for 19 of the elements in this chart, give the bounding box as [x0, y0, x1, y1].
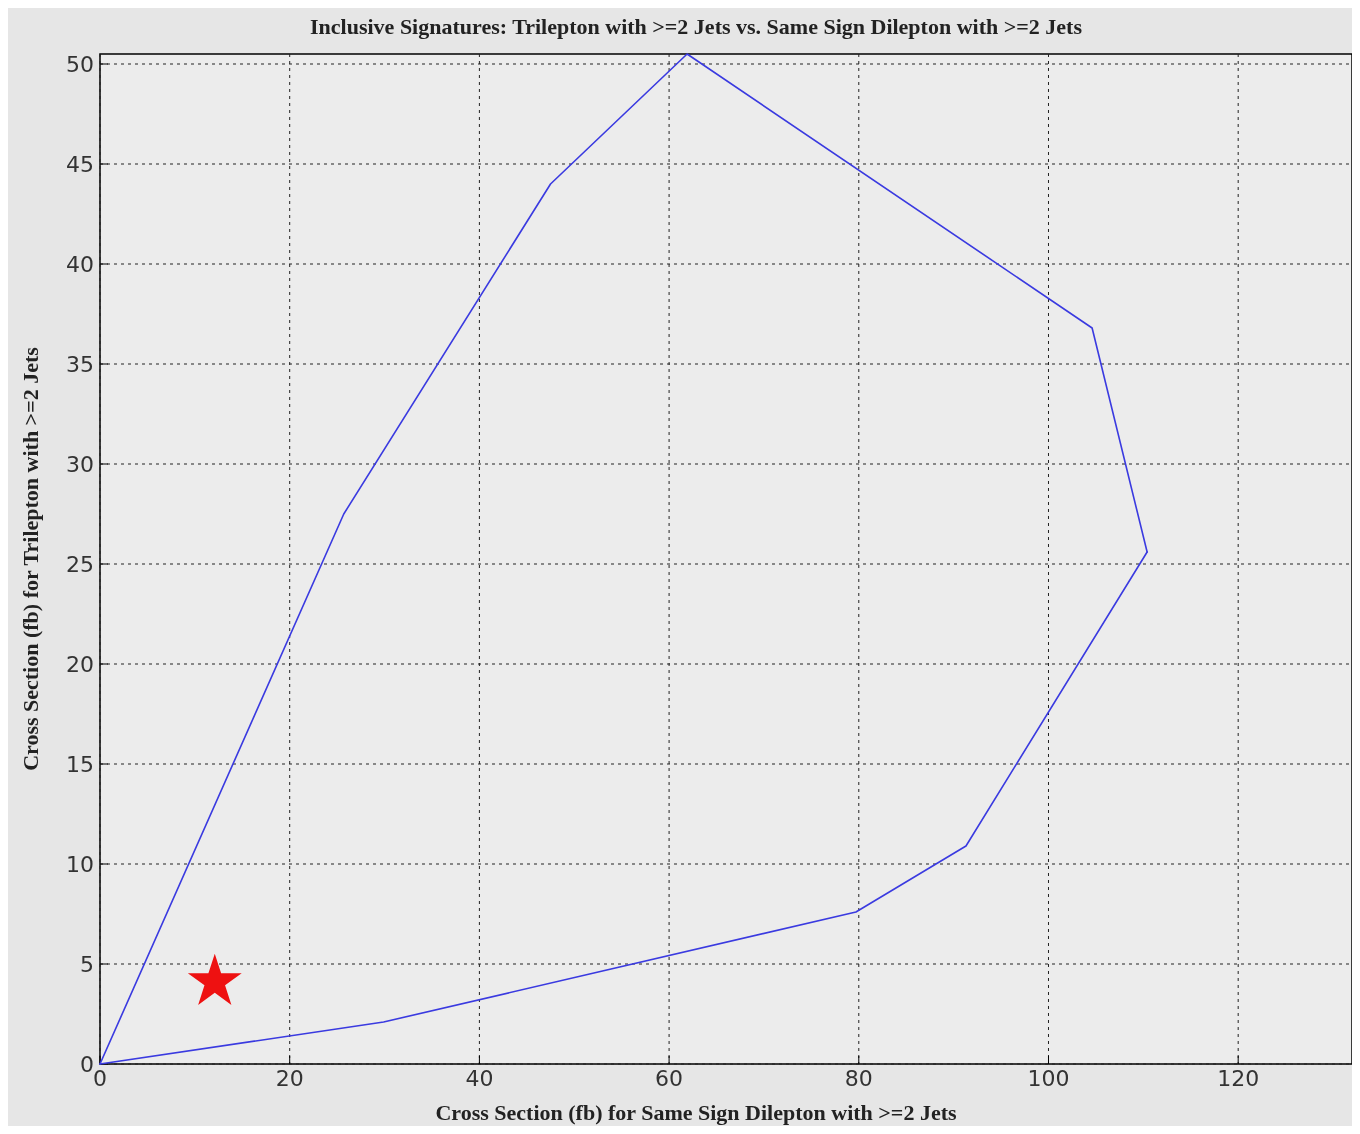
y-tick-label: 10 [66, 851, 94, 877]
y-tick-label: 40 [66, 251, 94, 277]
y-axis-title: Cross Section (fb) for Trilepton with >=2 Jets [18, 346, 43, 771]
y-tick-label: 5 [80, 951, 94, 977]
y-tick-label: 30 [66, 451, 94, 477]
x-tick-label: 80 [844, 1066, 873, 1091]
y-tick-label: 20 [66, 651, 94, 677]
y-tick-label: 35 [66, 351, 94, 377]
x-tick-label: 20 [275, 1066, 304, 1091]
x-tick-label: 120 [1217, 1066, 1260, 1091]
y-tick-label: 50 [66, 51, 94, 77]
x-tick-label: 100 [1027, 1066, 1070, 1091]
x-tick-label: 40 [465, 1066, 494, 1091]
y-tick-label: 45 [66, 151, 94, 177]
chart-title: Inclusive Signatures: Trilepton with >=2 Jets vs. Same Sign Dilepton with >=2 Jets [310, 14, 1083, 39]
y-tick-label: 25 [66, 551, 94, 577]
y-tick-label: 15 [66, 751, 94, 777]
x-axis-title: Cross Section (fb) for Same Sign Dilepton with >=2 Jets [435, 1100, 957, 1125]
x-tick-label: 60 [655, 1066, 684, 1091]
